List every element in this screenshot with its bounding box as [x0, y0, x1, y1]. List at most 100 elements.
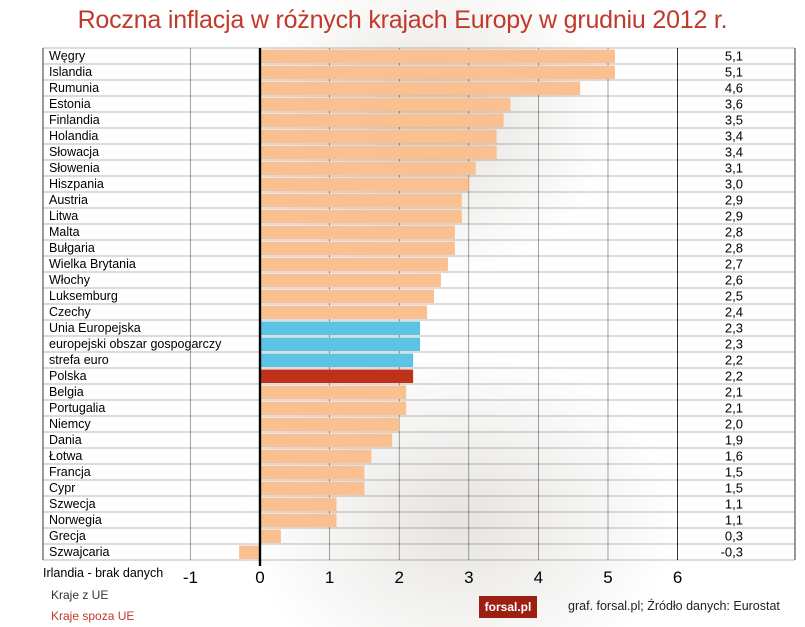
bar: [260, 161, 476, 175]
value-label: 0,3: [725, 529, 743, 544]
value-label: 1,5: [725, 465, 743, 480]
bar: [260, 97, 511, 111]
x-tick-label: 5: [603, 568, 612, 587]
category-label: Luksemburg: [49, 289, 118, 303]
category-label: Węgry: [49, 49, 86, 63]
bar: [260, 513, 337, 527]
category-label: Norwegia: [49, 513, 102, 527]
category-label: Estonia: [49, 97, 91, 111]
value-label: 1,9: [725, 433, 743, 448]
bar: [260, 337, 421, 351]
bar: [260, 257, 448, 271]
category-label: Finlandia: [49, 113, 100, 127]
x-tick-label: -1: [183, 568, 198, 587]
value-label: 1,1: [725, 513, 743, 528]
bar: [260, 145, 497, 159]
category-label: Szwecja: [49, 497, 96, 511]
value-label: 1,5: [725, 481, 743, 496]
category-label: Austria: [49, 193, 88, 207]
bar: [260, 481, 365, 495]
x-tick-label: 1: [325, 568, 334, 587]
category-label: Holandia: [49, 129, 98, 143]
bar: [260, 113, 504, 127]
category-label: Islandia: [49, 65, 92, 79]
bar: [260, 401, 407, 415]
value-label: 2,1: [725, 401, 743, 416]
bar: [260, 369, 414, 383]
value-label: 3,1: [725, 161, 743, 176]
value-label: 2,7: [725, 257, 743, 272]
value-label: 2,2: [725, 353, 743, 368]
x-tick-label: 3: [464, 568, 473, 587]
value-label: 2,2: [725, 369, 743, 384]
category-label: Francja: [49, 465, 91, 479]
bar: [260, 177, 469, 191]
category-label: Grecja: [49, 529, 86, 543]
bar: [260, 273, 441, 287]
forsal-logo: forsal.pl: [479, 596, 537, 618]
x-tick-label: 6: [673, 568, 682, 587]
bar: [260, 385, 407, 399]
category-label: Szwajcaria: [49, 545, 109, 559]
value-label: 4,6: [725, 81, 743, 96]
source-note: graf. forsal.pl; Źródło danych: Eurostat: [568, 599, 780, 613]
category-label: Włochy: [49, 273, 91, 287]
category-label: Dania: [49, 433, 82, 447]
category-label: Czechy: [49, 305, 91, 319]
value-label: 3,5: [725, 113, 743, 128]
category-label: strefa euro: [49, 353, 109, 367]
bar: [260, 433, 393, 447]
category-label: Malta: [49, 225, 80, 239]
bar: [260, 225, 455, 239]
value-label: 5,1: [725, 65, 743, 80]
x-tick-label: 2: [394, 568, 403, 587]
bar: [260, 353, 414, 367]
bar: [260, 449, 372, 463]
value-label: 1,1: [725, 497, 743, 512]
value-label: 3,4: [725, 145, 743, 160]
value-label: 2,9: [725, 209, 743, 224]
category-label: Litwa: [49, 209, 78, 223]
category-label: Słowacja: [49, 145, 99, 159]
bar: [260, 417, 400, 431]
category-label: Bułgaria: [49, 241, 95, 255]
bar: [260, 193, 462, 207]
category-label: Cypr: [49, 481, 75, 495]
category-label: europejski obszar gospogarczy: [49, 337, 222, 351]
category-label: Łotwa: [49, 449, 82, 463]
value-label: 2,3: [725, 337, 743, 352]
bar: [260, 289, 434, 303]
category-label: Słowenia: [49, 161, 100, 175]
value-label: 2,5: [725, 289, 743, 304]
value-label: 3,4: [725, 129, 743, 144]
bar: [260, 305, 428, 319]
value-label: 2,0: [725, 417, 743, 432]
category-label: Niemcy: [49, 417, 91, 431]
value-label: 2,1: [725, 385, 743, 400]
category-label: Belgia: [49, 385, 84, 399]
bar: [260, 497, 337, 511]
category-label: Wielka Brytania: [49, 257, 136, 271]
bar: [260, 65, 615, 79]
bar: [260, 529, 281, 543]
x-tick-label: 4: [534, 568, 543, 587]
value-label: 2,4: [725, 305, 743, 320]
bar: [239, 545, 260, 559]
value-label: 2,8: [725, 225, 743, 240]
value-label: 2,3: [725, 321, 743, 336]
value-label: 2,6: [725, 273, 743, 288]
legend-eu-countries: Kraje z UE: [51, 588, 109, 602]
legend-non-eu-countries: Kraje spoza UE: [51, 609, 135, 623]
category-label: Portugalia: [49, 401, 105, 415]
category-label: Rumunia: [49, 81, 99, 95]
bar: [260, 129, 497, 143]
chart-title: Roczna inflacja w różnych krajach Europy…: [77, 6, 728, 34]
category-label: Unia Europejska: [49, 321, 141, 335]
bar: [260, 465, 365, 479]
value-label: 1,6: [725, 449, 743, 464]
value-label: -0,3: [721, 545, 743, 560]
value-label: 3,0: [725, 177, 743, 192]
value-label: 2,8: [725, 241, 743, 256]
bar: [260, 209, 462, 223]
missing-data-note: Irlandia - brak danych: [43, 566, 164, 580]
